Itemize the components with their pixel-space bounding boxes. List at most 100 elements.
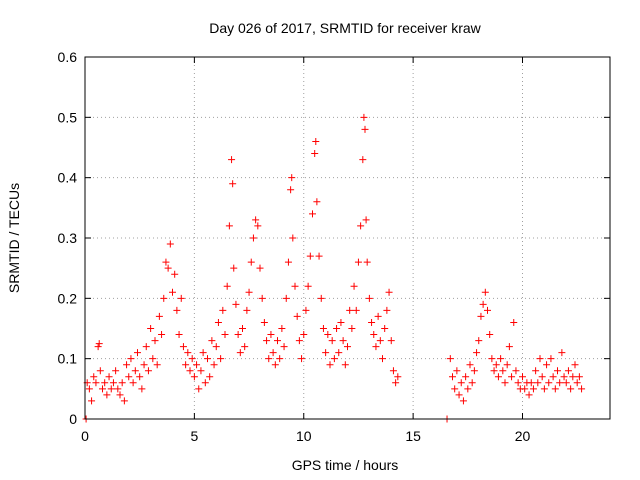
data-point	[494, 373, 502, 381]
data-point	[549, 373, 557, 381]
data-point	[193, 361, 201, 369]
data-point	[151, 337, 159, 345]
data-point	[109, 379, 117, 387]
data-point	[385, 288, 393, 296]
data-point	[260, 318, 268, 326]
data-point	[120, 397, 128, 405]
data-point	[221, 331, 229, 339]
data-point	[337, 318, 345, 326]
data-point	[488, 355, 496, 363]
data-point	[394, 373, 402, 381]
data-point	[99, 385, 106, 393]
data-point	[300, 331, 308, 339]
data-point	[234, 331, 242, 339]
data-point	[527, 379, 535, 387]
data-point	[313, 198, 321, 206]
data-point	[160, 294, 168, 302]
data-point	[95, 340, 103, 348]
y-tick-label: 0.4	[58, 170, 78, 186]
data-point	[322, 349, 330, 357]
data-point	[492, 361, 500, 369]
data-point	[287, 186, 295, 194]
data-point	[466, 361, 474, 369]
data-point	[164, 264, 172, 272]
data-point	[276, 355, 284, 363]
data-point	[359, 156, 367, 164]
data-point	[96, 367, 104, 375]
data-point	[376, 337, 384, 345]
data-point	[368, 318, 376, 326]
data-point	[354, 258, 362, 266]
data-point	[357, 222, 365, 230]
data-point	[123, 361, 131, 369]
data-point	[477, 312, 485, 320]
data-point	[508, 373, 516, 381]
data-point	[229, 180, 237, 188]
data-point	[232, 300, 240, 308]
data-point	[361, 125, 369, 133]
data-point	[280, 343, 288, 351]
data-point	[560, 373, 568, 381]
data-point	[125, 373, 133, 381]
data-point	[473, 349, 481, 357]
data-point	[521, 385, 529, 393]
data-point	[468, 379, 476, 387]
data-point	[362, 216, 370, 224]
data-point	[578, 385, 586, 393]
data-point	[312, 137, 320, 145]
data-point	[190, 373, 198, 381]
data-point	[243, 306, 251, 314]
data-point	[107, 385, 115, 393]
data-point	[236, 349, 244, 357]
data-point	[497, 355, 505, 363]
data-point	[372, 343, 380, 351]
data-point	[370, 331, 378, 339]
data-point	[484, 306, 491, 314]
data-point	[129, 379, 137, 387]
data-point	[252, 216, 260, 224]
grid	[85, 57, 610, 419]
data-point	[514, 379, 522, 387]
data-point	[302, 306, 310, 314]
data-point	[453, 367, 461, 375]
data-point	[101, 379, 109, 387]
data-point	[306, 252, 314, 260]
data-point	[328, 337, 336, 345]
data-point	[304, 282, 312, 290]
data-point	[289, 234, 297, 242]
chart-title: Day 026 of 2017, SRMTID for receiver kra…	[209, 20, 481, 36]
data-point	[392, 379, 400, 387]
x-tick-label: 0	[81, 428, 89, 444]
data-point	[573, 379, 581, 387]
data-point	[140, 361, 148, 369]
data-point	[278, 325, 286, 332]
x-tick-label: 15	[405, 428, 421, 444]
y-tick-label: 0.6	[58, 49, 78, 65]
y-axis-label: SRMTID / TECUs	[6, 183, 22, 293]
x-tick-label: 20	[515, 428, 531, 444]
data-point	[219, 306, 227, 314]
data-point	[309, 210, 316, 218]
data-point	[291, 282, 299, 290]
data-point	[103, 391, 111, 399]
data-point	[558, 349, 566, 357]
data-point	[457, 379, 465, 387]
data-point	[490, 367, 498, 375]
data-point	[92, 379, 100, 387]
data-point	[288, 174, 296, 182]
data-point	[293, 312, 301, 320]
data-point	[464, 385, 472, 393]
data-point	[545, 379, 553, 387]
data-point	[501, 379, 509, 387]
data-point	[201, 379, 209, 387]
data-point	[105, 373, 113, 381]
data-point	[575, 373, 583, 381]
data-point	[387, 337, 395, 345]
y-tick-label: 0.2	[58, 290, 78, 306]
data-point	[315, 252, 323, 260]
data-point	[319, 325, 327, 332]
data-point	[360, 113, 368, 121]
data-point	[519, 373, 526, 381]
data-point	[155, 312, 163, 320]
data-point	[459, 397, 467, 405]
